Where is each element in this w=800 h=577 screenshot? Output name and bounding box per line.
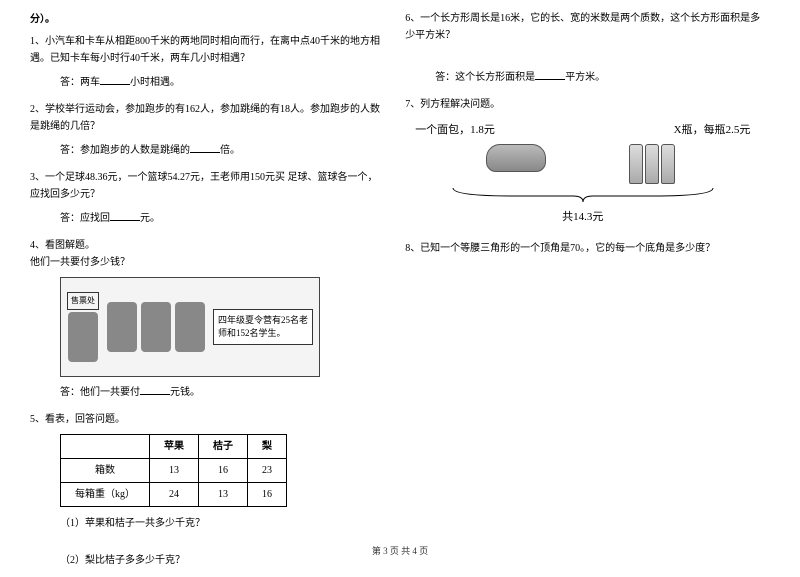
q7-item1-label: 一个面包，1.8元 bbox=[415, 121, 495, 140]
th: 梨 bbox=[248, 435, 287, 459]
q1-answer: 答：两车 小时相遇。 bbox=[60, 73, 385, 91]
td: 16 bbox=[199, 459, 248, 483]
q6-answer: 答：这个长方形面积是 平方米。 bbox=[435, 68, 760, 86]
q2-ans-prefix: 答：参加跑步的人数是跳绳的 bbox=[60, 145, 190, 156]
q6-ans-suffix: 平方米。 bbox=[565, 72, 605, 83]
character-icon bbox=[175, 302, 205, 352]
td: 24 bbox=[150, 483, 199, 507]
q4-title: 4、看图解题。 bbox=[30, 237, 385, 254]
q7-item2-label: X瓶，每瓶2.5元 bbox=[674, 121, 751, 140]
q7-labels-row: 一个面包，1.8元 X瓶，每瓶2.5元 bbox=[415, 121, 750, 140]
q8-text: 8、已知一个等腰三角形的一个顶角是70。，它的每一个底角是多少度？ bbox=[405, 243, 715, 254]
td: 13 bbox=[199, 483, 248, 507]
ticket-sign: 售票处 bbox=[67, 292, 99, 310]
question-1: 1、小汽车和卡车从相距800千米的两地同时相向而行，在离中点40千米的地方相遇。… bbox=[30, 33, 385, 91]
bottles-icon bbox=[629, 144, 679, 184]
q7-items-row bbox=[445, 144, 720, 184]
td: 23 bbox=[248, 459, 287, 483]
td: 13 bbox=[150, 459, 199, 483]
bottle-icon bbox=[629, 144, 643, 184]
q2-ans-suffix: 倍。 bbox=[220, 145, 240, 156]
th: 桔子 bbox=[199, 435, 248, 459]
q4-answer: 答：他们一共要付 元钱。 bbox=[60, 383, 385, 401]
question-8: 8、已知一个等腰三角形的一个顶角是70。，它的每一个底角是多少度？ bbox=[405, 240, 760, 257]
character-icon bbox=[68, 312, 98, 362]
bottle-icon bbox=[661, 144, 675, 184]
q5-table: 苹果 桔子 梨 箱数 13 16 23 每箱重（kg） 24 13 16 bbox=[60, 434, 287, 507]
question-7: 7、列方程解决问题。 一个面包，1.8元 X瓶，每瓶2.5元 bbox=[405, 96, 760, 226]
q5-title: 5、看表，回答问题。 bbox=[30, 411, 385, 428]
q1-ans-suffix: 小时相遇。 bbox=[130, 77, 180, 88]
bottle-icon bbox=[645, 144, 659, 184]
bread-item bbox=[486, 144, 546, 184]
q4-sub: 他们一共要付多少钱？ bbox=[30, 254, 385, 271]
td: 箱数 bbox=[61, 459, 150, 483]
left-column: 分）。 1、小汽车和卡车从相距800千米的两地同时相向而行，在离中点40千米的地… bbox=[30, 10, 385, 577]
question-3: 3、一个足球48.36元，一个篮球54.27元，王老师用150元买 足球、篮球各… bbox=[30, 169, 385, 227]
character-icon bbox=[107, 302, 137, 352]
blank bbox=[110, 209, 140, 221]
th: 苹果 bbox=[150, 435, 199, 459]
q7-total: 共14.3元 bbox=[405, 208, 760, 227]
q5-sub1: （1）苹果和桔子一共多少千克？ bbox=[60, 515, 385, 532]
speech-bubble: 四年级夏令营有25名老师和152名学生。 bbox=[213, 309, 313, 344]
q6-ans-prefix: 答：这个长方形面积是 bbox=[435, 72, 535, 83]
q6-text: 6、一个长方形周长是16米，它的长、宽的米数是两个质数，这个长方形面积是多少平方… bbox=[405, 13, 760, 41]
blank bbox=[140, 383, 170, 395]
blank bbox=[100, 73, 130, 85]
td: 每箱重（kg） bbox=[61, 483, 150, 507]
blank bbox=[190, 141, 220, 153]
question-6: 6、一个长方形周长是16米，它的长、宽的米数是两个质数，这个长方形面积是多少平方… bbox=[405, 10, 760, 86]
q2-answer: 答：参加跑步的人数是跳绳的 倍。 bbox=[60, 141, 385, 159]
page-footer: 第 3 页 共 4 页 bbox=[0, 544, 800, 557]
brace-icon bbox=[443, 186, 723, 204]
question-2: 2、学校举行运动会，参加跑步的有162人，参加跳绳的有18人。参加跑步的人数是跳… bbox=[30, 101, 385, 159]
q1-ans-prefix: 答：两车 bbox=[60, 77, 100, 88]
q3-ans-suffix: 元。 bbox=[140, 213, 160, 224]
q4-ans-suffix: 元钱。 bbox=[170, 387, 200, 398]
q4-ans-prefix: 答：他们一共要付 bbox=[60, 387, 140, 398]
table-row: 箱数 13 16 23 bbox=[61, 459, 287, 483]
blank bbox=[535, 68, 565, 80]
right-column: 6、一个长方形周长是16米，它的长、宽的米数是两个质数，这个长方形面积是多少平方… bbox=[405, 10, 760, 577]
q4-illustration: 售票处 四年级夏令营有25名老师和152名学生。 bbox=[60, 277, 320, 377]
question-4: 4、看图解题。 他们一共要付多少钱？ 售票处 四年级夏令营有25名老师和152名… bbox=[30, 237, 385, 401]
td: 16 bbox=[248, 483, 287, 507]
q2-text: 2、学校举行运动会，参加跑步的有162人，参加跳绳的有18人。参加跑步的人数是跳… bbox=[30, 104, 380, 132]
table-row: 每箱重（kg） 24 13 16 bbox=[61, 483, 287, 507]
q1-text: 1、小汽车和卡车从相距800千米的两地同时相向而行，在离中点40千米的地方相遇。… bbox=[30, 36, 380, 64]
q7-title: 7、列方程解决问题。 bbox=[405, 96, 760, 113]
bread-icon bbox=[486, 144, 546, 172]
th bbox=[61, 435, 150, 459]
character-icon bbox=[141, 302, 171, 352]
bottles-item bbox=[629, 144, 679, 184]
q3-answer: 答：应找回 元。 bbox=[60, 209, 385, 227]
q3-text: 3、一个足球48.36元，一个篮球54.27元，王老师用150元买 足球、篮球各… bbox=[30, 172, 378, 200]
section-header: 分）。 bbox=[30, 10, 385, 25]
q3-ans-prefix: 答：应找回 bbox=[60, 213, 110, 224]
table-row: 苹果 桔子 梨 bbox=[61, 435, 287, 459]
